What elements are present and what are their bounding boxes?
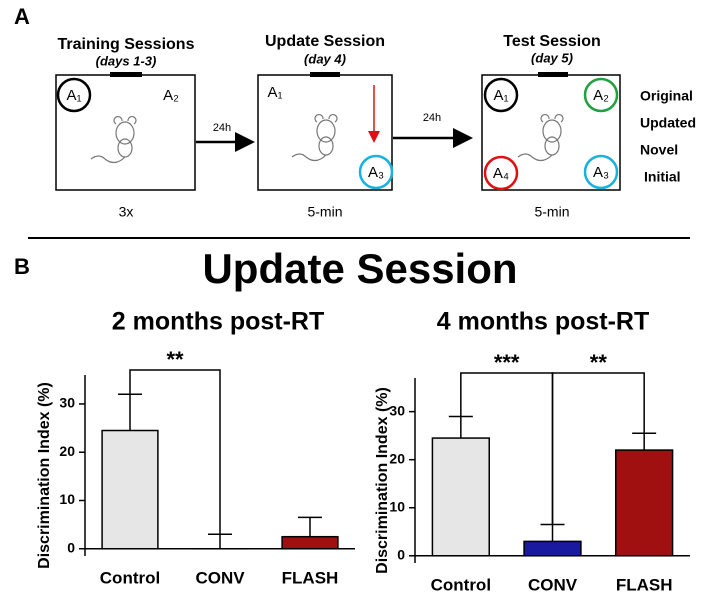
mouse bbox=[517, 113, 564, 162]
cue bbox=[110, 72, 142, 77]
object-circle bbox=[583, 77, 619, 113]
interval-label: 24h bbox=[213, 122, 231, 134]
y-tick-label: 30 bbox=[389, 402, 405, 418]
object-label: A₂ bbox=[593, 87, 609, 104]
y-tick-label: 10 bbox=[59, 491, 75, 507]
object-circle bbox=[358, 154, 394, 190]
session-subtitle: (days 1-3) bbox=[96, 53, 157, 68]
legend-entry: Novel bbox=[640, 142, 678, 158]
significance-label: ** bbox=[590, 350, 608, 375]
object-circle bbox=[583, 154, 619, 190]
object-circle bbox=[483, 77, 519, 113]
session-duration: 3x bbox=[119, 204, 134, 220]
bar bbox=[281, 535, 339, 550]
object-label: A₂ bbox=[163, 87, 179, 104]
significance-bracket bbox=[551, 372, 645, 525]
chart-title: 4 months post-RT bbox=[437, 308, 650, 336]
x-tick-label: CONV bbox=[528, 575, 578, 594]
legend-entry: Initial bbox=[644, 169, 681, 185]
y-tick-label: 20 bbox=[59, 443, 75, 459]
object-label: A₄ bbox=[493, 165, 509, 182]
x-tick-label: FLASH bbox=[616, 575, 673, 594]
x-tick-label: FLASH bbox=[282, 568, 339, 587]
interval-label: 24h bbox=[423, 112, 441, 124]
mouse bbox=[90, 115, 137, 164]
cue bbox=[310, 72, 340, 77]
significance-label: *** bbox=[494, 350, 520, 375]
session-duration: 5-min bbox=[307, 204, 342, 220]
bar bbox=[523, 540, 582, 557]
legend: Original Updated Novel Initial bbox=[640, 88, 696, 185]
significance-label: ** bbox=[166, 347, 184, 372]
chart-title: 2 months post-RT bbox=[112, 308, 325, 336]
session-title: Training Sessions bbox=[58, 36, 195, 53]
cue bbox=[538, 72, 568, 77]
bar bbox=[431, 437, 490, 557]
object-circle bbox=[56, 77, 92, 113]
panel-label: B bbox=[14, 254, 30, 279]
legend-entry: Original bbox=[640, 88, 693, 104]
object-label: A₁ bbox=[493, 87, 508, 104]
y-tick-label: 20 bbox=[389, 450, 405, 466]
object-circle bbox=[483, 155, 519, 191]
legend-entry: Updated bbox=[640, 115, 696, 131]
x-tick-label: Control bbox=[431, 575, 491, 594]
significance-bracket bbox=[129, 369, 221, 535]
y-tick-label: 0 bbox=[67, 539, 75, 555]
y-axis-label: Discrimination Index (%) bbox=[374, 387, 391, 574]
y-tick-label: 10 bbox=[389, 498, 405, 514]
x-tick-label: Control bbox=[100, 568, 160, 587]
object-label: A₁ bbox=[66, 87, 81, 104]
session-subtitle: (day 5) bbox=[531, 50, 573, 65]
object-label: A₃ bbox=[368, 164, 384, 181]
bar bbox=[101, 429, 159, 550]
panel-label: A bbox=[14, 4, 30, 29]
session-duration: 5-min bbox=[534, 204, 569, 220]
y-axis-label: Discrimination Index (%) bbox=[36, 382, 53, 569]
session-title: Test Session bbox=[503, 33, 601, 50]
y-tick-label: 30 bbox=[59, 395, 75, 411]
session-title: Update Session bbox=[265, 33, 385, 50]
panel-title: Update Session bbox=[202, 245, 517, 292]
session-subtitle: (day 4) bbox=[304, 51, 346, 66]
mouse bbox=[291, 113, 338, 162]
x-tick-label: CONV bbox=[195, 568, 245, 587]
object-label: A₃ bbox=[593, 164, 609, 181]
bar bbox=[615, 449, 674, 557]
object-label: A₁ bbox=[267, 84, 282, 101]
y-tick-label: 0 bbox=[397, 546, 405, 562]
